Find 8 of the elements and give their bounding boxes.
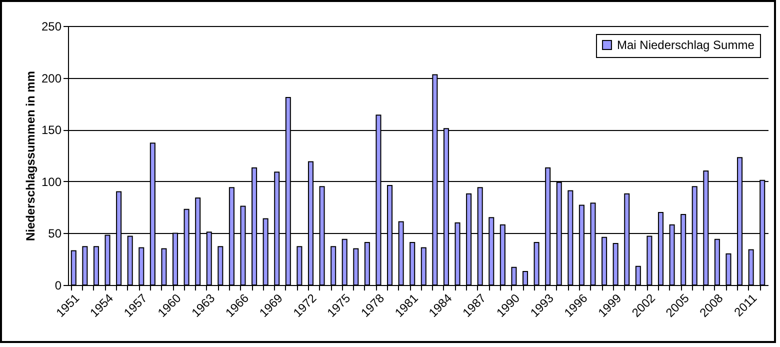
- y-tick-label: 250: [41, 20, 62, 34]
- legend-label: Mai Niederschlag Summe: [617, 38, 755, 52]
- y-tick-label: 50: [48, 226, 62, 241]
- y-axis-title: Niederschlagssummen in mm: [23, 70, 38, 242]
- y-tick-label: 200: [41, 71, 62, 86]
- y-tick-label: 150: [41, 123, 62, 138]
- y-tick-label: 100: [41, 174, 62, 189]
- y-tick-label: 0: [54, 278, 62, 292]
